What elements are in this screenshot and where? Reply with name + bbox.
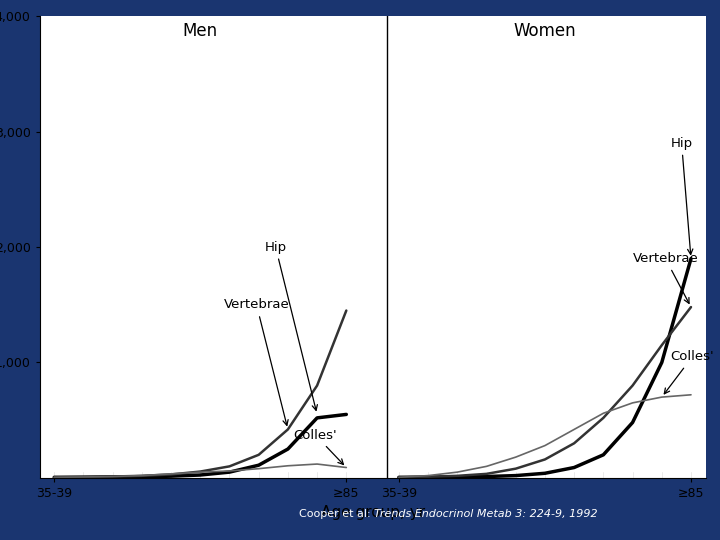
- Text: Colles': Colles': [294, 429, 343, 464]
- Text: Women: Women: [513, 22, 576, 40]
- Text: Colles': Colles': [665, 350, 714, 394]
- Text: Cooper et al:: Cooper et al:: [300, 509, 374, 519]
- Text: Men: Men: [183, 22, 218, 40]
- Text: Hip: Hip: [670, 137, 693, 254]
- Text: Trends Endocrinol Metab 3: 224-9, 1992: Trends Endocrinol Metab 3: 224-9, 1992: [374, 509, 598, 519]
- Text: Vertebrae: Vertebrae: [224, 298, 289, 426]
- Text: Vertebrae: Vertebrae: [633, 252, 698, 303]
- X-axis label: Age group, yr: Age group, yr: [320, 505, 425, 521]
- Text: Hip: Hip: [264, 240, 318, 410]
